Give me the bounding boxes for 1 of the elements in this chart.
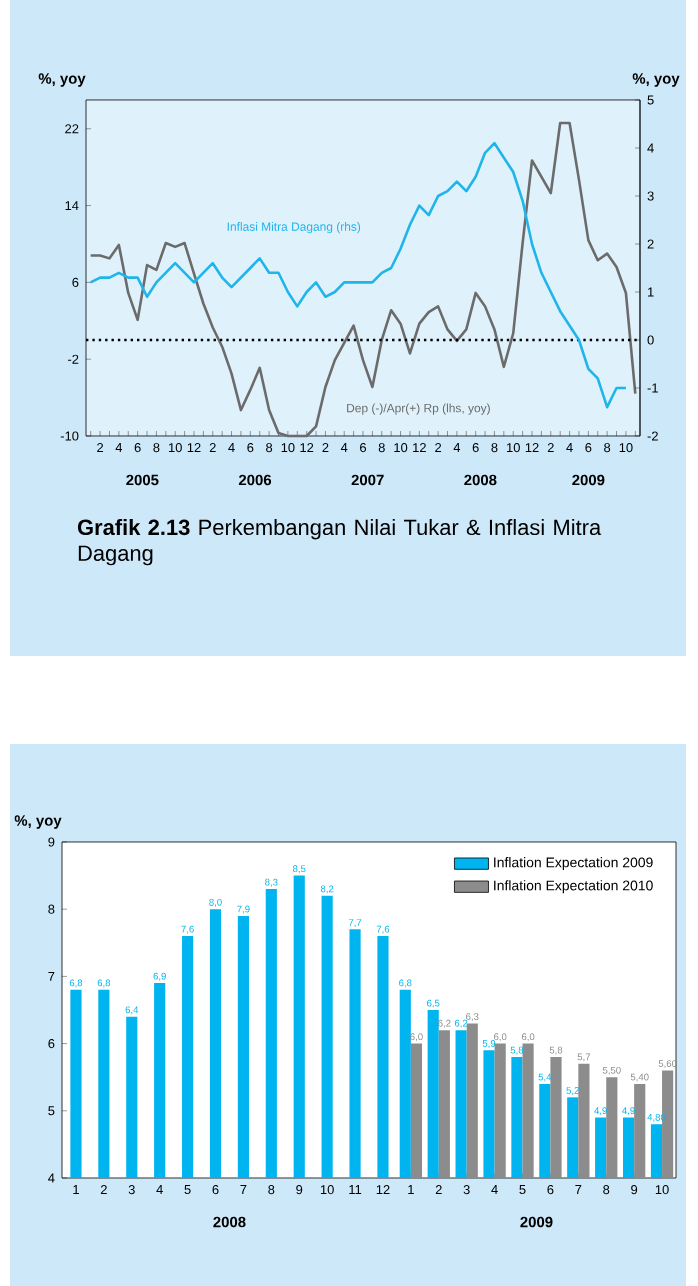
chart-title: Grafik 2.13 Perkembangan Nilai Tukar & Inflasi Mitra Dagang [77, 519, 602, 566]
